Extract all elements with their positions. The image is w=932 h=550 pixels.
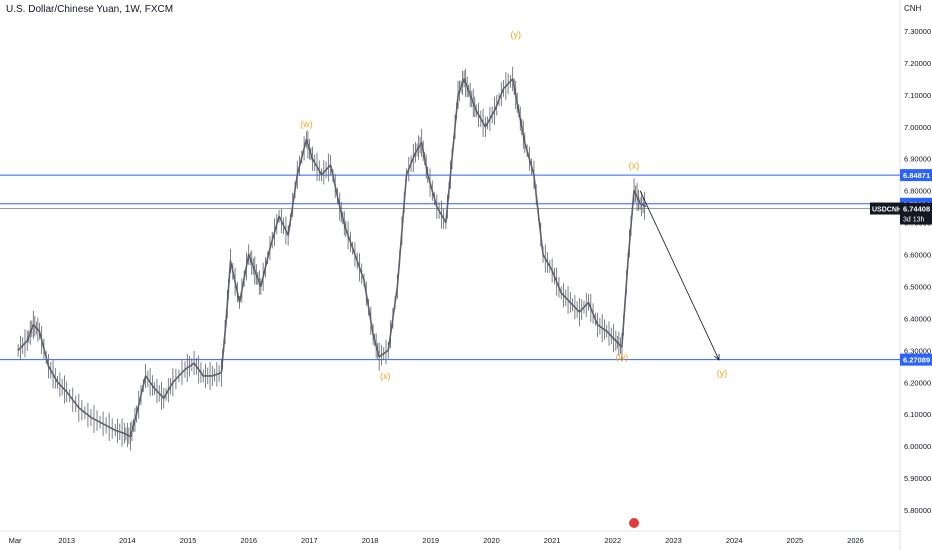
x-tick-label: 2022 [604, 536, 621, 545]
y-tick-label: 6.80000 [904, 187, 931, 196]
x-tick-label: 2015 [180, 536, 197, 545]
y-tick-label: 5.80000 [904, 506, 931, 515]
level-price-tag [900, 353, 932, 366]
wave-label: (x) [629, 160, 640, 170]
level-price-tag [900, 169, 932, 182]
y-tick-label: 7.30000 [904, 27, 931, 36]
y-tick-label: 5.90000 [904, 474, 931, 483]
currency-label: CNH [904, 4, 922, 13]
x-tick-label: 2013 [58, 536, 75, 545]
x-tick-label: 2016 [240, 536, 257, 545]
y-tick-label: 6.30000 [904, 346, 931, 355]
wave-label: (x) [380, 371, 391, 381]
x-tick-label: 2024 [726, 536, 743, 545]
level-price-tag-label: 6.27089 [903, 356, 930, 365]
x-tick-label: Mar [9, 536, 22, 545]
y-tick-label: 7.10000 [904, 91, 931, 100]
wave-label: (y) [510, 29, 521, 39]
x-tick-label: 2026 [847, 536, 864, 545]
y-tick-label: 6.10000 [904, 410, 931, 419]
symbol-tag [870, 202, 900, 215]
chart-title: U.S. Dollar/Chinese Yuan, 1W, FXCM [6, 4, 174, 15]
x-tick-label: 2018 [362, 536, 379, 545]
current-price-tag-label: 6.74408 [903, 205, 930, 214]
y-tick-label: 7.00000 [904, 123, 931, 132]
y-tick-label: 6.00000 [904, 442, 931, 451]
x-tick-label: 2023 [665, 536, 682, 545]
y-tick-label: 6.40000 [904, 314, 931, 323]
x-tick-label: 2025 [786, 536, 803, 545]
countdown-label: 3d 13h [903, 217, 925, 224]
y-tick-label: 7.20000 [904, 59, 931, 68]
y-tick-label: 6.90000 [904, 155, 931, 164]
x-tick-label: 2021 [544, 536, 561, 545]
wave-label: (w) [300, 119, 313, 129]
x-tick-label: 2019 [422, 536, 439, 545]
projection-arrow-head [714, 353, 720, 361]
price-series-line [17, 78, 647, 438]
wave-label: (y) [717, 368, 728, 378]
y-tick-label: 6.60000 [904, 251, 931, 260]
x-tick-label: 2020 [483, 536, 500, 545]
us-flag-icon [629, 518, 640, 528]
y-tick-label: 6.50000 [904, 282, 931, 291]
x-tick-label: 2014 [119, 536, 136, 545]
level-price-tag-label: 6.84871 [903, 171, 930, 180]
projection-arrow-line [639, 190, 720, 361]
x-tick-label: 2017 [301, 536, 318, 545]
y-tick-label: 6.20000 [904, 378, 931, 387]
symbol-tag-label: USDCNH [872, 207, 902, 214]
current-price-tag [900, 202, 932, 225]
wave-label: (w) [616, 352, 629, 362]
